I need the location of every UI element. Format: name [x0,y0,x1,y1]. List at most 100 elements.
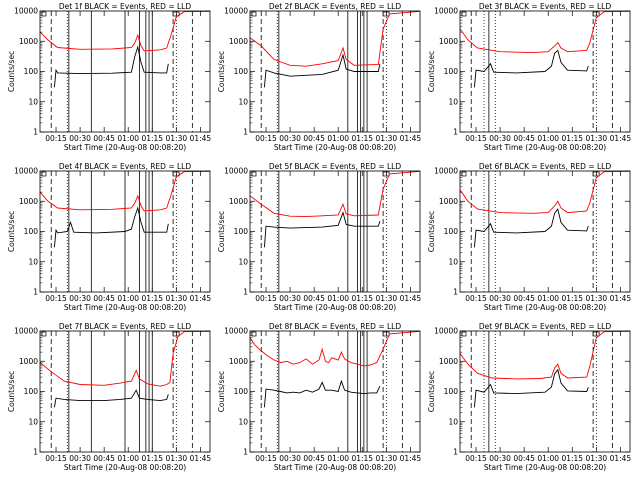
y-tick-label: 10 [28,257,38,266]
x-axis-label: Start Time (20-Aug-08 00:08:20) [484,463,606,472]
y-tick-label: 10000 [224,7,248,16]
x-tick-label: 00:15 [465,454,487,463]
y-axis-label: Counts/sec [7,51,16,92]
x-tick-label: 01:15 [141,134,163,143]
x-tick-label: 01:30 [586,294,608,303]
y-tick-label: 10 [448,417,458,426]
chart-panel: Det 6f BLACK = Events, RED = LLD 1 10 100 10… [427,162,631,312]
x-tick-label: 00:45 [93,294,115,303]
x-tick-label: 01:15 [561,454,583,463]
y-tick-label: 10000 [224,327,248,336]
y-axis-label: Counts/sec [7,371,16,412]
lld-series-line [39,170,211,212]
x-tick-label: 01:45 [400,294,422,303]
y-tick-label: 1000 [439,37,458,46]
x-tick-label: 00:30 [489,294,511,303]
y-tick-label: 1000 [439,197,458,206]
chart-panel: Det 1f BLACK = Events, RED = LLD 1 10 100 10… [7,2,211,152]
y-tick-label: 1000 [229,357,248,366]
x-axis-label: Start Time (20-Aug-08 00:08:20) [274,143,396,152]
chart-title: Det 7f BLACK = Events, RED = LLD [59,322,192,331]
x-tick-label: 00:30 [69,454,91,463]
chart-panel: Det 9f BLACK = Events, RED = LLD 1 10 100 10… [427,322,631,472]
events-series-line [263,211,381,248]
flag-marker [41,171,47,177]
chart-panel: Det 5f BLACK = Events, RED = LLD 1 10 100 10… [217,162,421,312]
x-tick-label: 01:00 [327,294,349,303]
events-series-line [473,208,589,248]
plot-frame [249,170,421,293]
x-tick-label: 01:45 [400,134,422,143]
x-tick-label: 01:00 [537,454,559,463]
x-tick-label: 01:00 [117,454,139,463]
chart-title: Det 4f BLACK = Events, RED = LLD [59,162,192,171]
y-tick-label: 100 [24,67,39,76]
x-tick-label: 01:15 [141,294,163,303]
x-tick-label: 00:15 [45,454,67,463]
chart-title: Det 2f BLACK = Events, RED = LLD [269,2,402,11]
events-series-line [473,49,589,88]
x-tick-label: 01:45 [610,454,632,463]
x-tick-label: 00:45 [303,294,325,303]
x-tick-label: 01:45 [190,134,212,143]
chart-title: Det 5f BLACK = Events, RED = LLD [269,162,402,171]
y-tick-label: 10000 [14,327,38,336]
y-axis-label: Counts/sec [217,51,226,92]
y-tick-label: 100 [24,387,39,396]
chart-panel: Det 4f BLACK = Events, RED = LLD 1 10 100 10… [7,162,211,312]
plot-frame [249,330,421,453]
x-tick-label: 01:00 [117,134,139,143]
y-axis-label: Counts/sec [427,371,436,412]
y-tick-label: 10 [28,417,38,426]
y-tick-label: 10000 [434,7,458,16]
events-series-line [53,206,169,248]
x-tick-label: 00:45 [303,134,325,143]
flag-marker [461,331,467,337]
x-tick-label: 01:15 [561,294,583,303]
lld-series-line [249,170,421,218]
y-tick-label: 1 [453,128,458,137]
x-tick-label: 00:15 [255,134,277,143]
y-tick-label: 10000 [434,327,458,336]
lld-series-line [459,170,631,214]
x-tick-label: 00:45 [513,294,535,303]
x-tick-label: 01:00 [327,134,349,143]
lld-series-line [459,10,631,54]
flag-marker [461,11,467,17]
lld-series-line [39,330,211,387]
x-tick-label: 00:15 [45,134,67,143]
y-tick-label: 1 [453,288,458,297]
chart-title: Det 1f BLACK = Events, RED = LLD [59,2,192,11]
x-tick-label: 00:30 [69,294,91,303]
y-tick-label: 100 [444,67,459,76]
x-axis-label: Start Time (20-Aug-08 00:08:20) [64,303,186,312]
x-tick-label: 01:15 [141,454,163,463]
y-tick-label: 10000 [14,7,38,16]
y-tick-label: 100 [444,227,459,236]
x-axis-label: Start Time (20-Aug-08 00:08:20) [64,143,186,152]
chart-title: Det 8f BLACK = Events, RED = LLD [269,322,402,331]
events-series-line [263,53,381,88]
x-tick-label: 00:30 [279,134,301,143]
x-tick-label: 00:15 [465,294,487,303]
x-tick-label: 01:45 [190,454,212,463]
chart-panel: Det 2f BLACK = Events, RED = LLD 1 10 100 10… [217,2,421,152]
x-tick-label: 00:30 [489,134,511,143]
x-tick-label: 00:30 [489,454,511,463]
x-tick-label: 01:00 [117,294,139,303]
y-tick-label: 1000 [229,197,248,206]
y-tick-label: 10 [238,257,248,266]
events-series-line [53,389,169,408]
x-tick-label: 00:45 [303,454,325,463]
x-axis-label: Start Time (20-Aug-08 00:08:20) [484,303,606,312]
x-tick-label: 01:30 [376,294,398,303]
x-tick-label: 01:45 [610,134,632,143]
x-tick-label: 00:15 [255,294,277,303]
chart-panel: Det 7f BLACK = Events, RED = LLD 1 10 100 10… [7,322,211,472]
x-tick-label: 00:30 [69,134,91,143]
x-tick-label: 00:30 [279,294,301,303]
y-tick-label: 1000 [439,357,458,366]
lld-series-line [249,330,421,367]
